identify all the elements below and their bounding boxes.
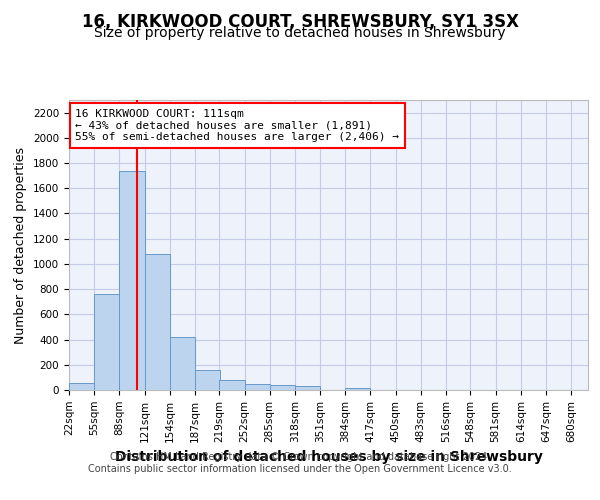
Bar [245,384,270,390]
Text: 16 KIRKWOOD COURT: 111sqm
← 43% of detached houses are smaller (1,891)
55% of se: 16 KIRKWOOD COURT: 111sqm ← 43% of detac… [75,109,399,142]
Y-axis label: Number of detached properties: Number of detached properties [14,146,28,344]
Bar [195,370,220,390]
Text: 16, KIRKWOOD COURT, SHREWSBURY, SY1 3SX: 16, KIRKWOOD COURT, SHREWSBURY, SY1 3SX [82,12,518,30]
Bar [69,383,94,390]
Bar [345,388,370,390]
Text: Contains HM Land Registry data © Crown copyright and database right 2024.: Contains HM Land Registry data © Crown c… [110,452,490,462]
X-axis label: Distribution of detached houses by size in Shrewsbury: Distribution of detached houses by size … [115,450,542,464]
Bar [270,384,295,390]
Bar [145,254,170,390]
Bar [94,294,119,390]
Bar [295,386,320,390]
Bar [220,380,245,390]
Bar [170,337,195,390]
Text: Contains public sector information licensed under the Open Government Licence v3: Contains public sector information licen… [88,464,512,474]
Bar [119,170,145,390]
Text: Size of property relative to detached houses in Shrewsbury: Size of property relative to detached ho… [94,26,506,40]
